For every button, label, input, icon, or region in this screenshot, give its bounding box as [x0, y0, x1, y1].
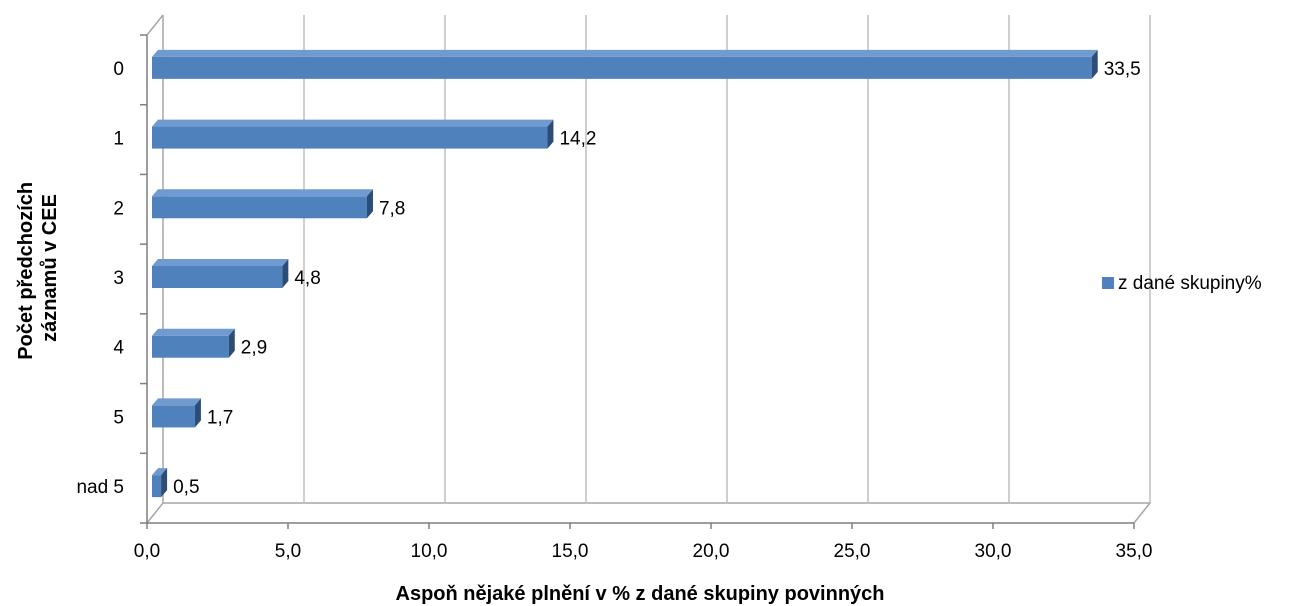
bar	[152, 56, 1092, 79]
bar-top	[152, 119, 554, 127]
data-label: 4,8	[294, 268, 320, 289]
bar	[152, 266, 283, 288]
x-axis-title: Aspoň nějaké plnění v % z dané skupiny p…	[396, 583, 885, 605]
bar-side	[282, 259, 289, 288]
x-tick-label: 5,0	[275, 541, 301, 562]
bars	[152, 49, 1098, 498]
x-tick-label: 35,0	[1116, 541, 1153, 562]
bar-top	[152, 49, 1098, 57]
bar-top	[152, 189, 373, 197]
y-tick-label: 1	[113, 129, 124, 150]
bar	[152, 126, 548, 149]
y-tick-label: 0	[113, 59, 124, 80]
data-label: 7,8	[379, 198, 405, 219]
y-tick-label: nad 5	[76, 477, 124, 498]
bar-side	[161, 468, 168, 498]
bar-side	[547, 119, 554, 149]
y-tick-label: 2	[113, 198, 124, 219]
bar-side	[194, 398, 201, 428]
bar-top	[152, 328, 235, 336]
y-axis-title-line-2: záznamů v CEE	[39, 194, 61, 342]
x-tick-labels: 0,0 5,0 10,0 15,0 20,0 25,0 30,0 35,0	[134, 541, 1153, 562]
bar	[152, 475, 162, 498]
data-label: 1,7	[207, 407, 233, 428]
bar	[152, 405, 195, 428]
legend: z dané skupiny%	[1102, 273, 1262, 294]
y-tick-label: 4	[113, 338, 124, 359]
bar-top	[152, 398, 201, 406]
x-tick-label: 25,0	[834, 541, 871, 562]
x-tick-label: 10,0	[411, 541, 448, 562]
bar-top	[152, 259, 289, 266]
bar-top	[152, 468, 168, 476]
grid-lines	[140, 15, 1151, 529]
y-axis-title: Počet předchozích záznamů v CEE	[15, 176, 61, 359]
x-tick-label: 30,0	[975, 541, 1012, 562]
data-label: 14,2	[559, 129, 596, 150]
bar-side	[228, 328, 235, 358]
bar	[152, 335, 229, 358]
x-tick-label: 15,0	[552, 541, 589, 562]
bar-side	[1091, 49, 1098, 79]
y-tick-labels: 0 1 2 3 4 5 nad 5	[76, 59, 124, 498]
data-label: 0,5	[173, 477, 199, 498]
y-tick-label: 3	[113, 268, 124, 289]
data-labels: 33,5 14,2 7,8 4,8 2,9 1,7 0,5	[173, 59, 1141, 498]
x-tick-label: 20,0	[693, 541, 730, 562]
y-axis-title-line-1: Počet předchozích	[15, 182, 37, 360]
bar	[152, 196, 367, 219]
legend-swatch	[1102, 277, 1114, 289]
x-tick-label: 0,0	[134, 541, 160, 562]
data-label: 33,5	[1104, 59, 1141, 80]
legend-label: z dané skupiny%	[1118, 273, 1262, 294]
y-tick-label: 5	[113, 407, 124, 428]
data-label: 2,9	[241, 338, 267, 359]
bar-side	[366, 189, 373, 219]
